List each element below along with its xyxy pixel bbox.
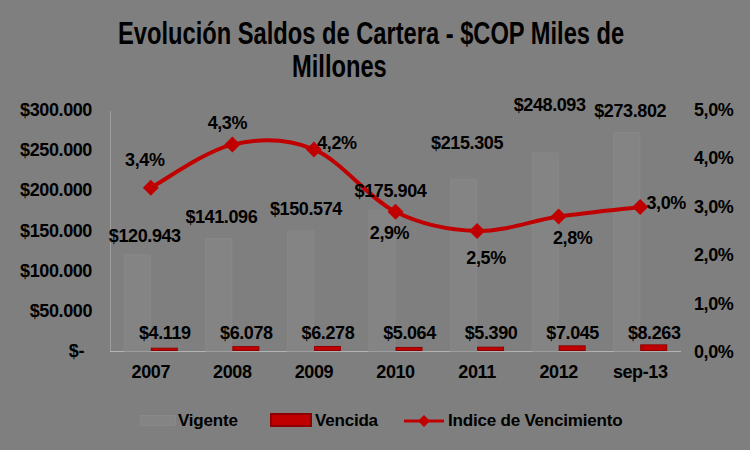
legend-label-vigente: Vigente (178, 412, 238, 430)
data-label-indice-2007: 3,4% (125, 150, 164, 170)
data-label-vigente-2010: $175.904 (355, 181, 427, 201)
data-label-vencida-2012: $7.045 (546, 323, 599, 343)
legend-swatch-vigente (140, 415, 176, 426)
right-axis-tick: 3,0% (694, 197, 733, 217)
category-label-2012: 2012 (539, 362, 577, 382)
left-axis-tick: $200.000 (20, 180, 92, 200)
left-axis-tick: $100.000 (20, 261, 92, 281)
data-label-indice-sep-13: 3,0% (646, 193, 685, 213)
chart-title-line1: Evolución Saldos de Cartera - $COP Miles… (118, 17, 624, 50)
legend-marker-indice (418, 415, 430, 427)
bar-vencida-2007 (151, 348, 177, 350)
bar-vencida-2011 (478, 347, 504, 350)
data-label-indice-2009: 4,2% (317, 133, 356, 153)
data-label-vigente-sep-13: $273.802 (594, 101, 666, 121)
data-label-vencida-2007: $4.119 (139, 323, 191, 343)
data-label-vencida-2010: $5.064 (383, 323, 436, 343)
category-label-sep-13: sep-13 (613, 362, 668, 382)
category-label-2009: 2009 (295, 362, 333, 382)
data-label-vigente-2007: $120.943 (109, 226, 181, 246)
legend-label-vencida: Vencida (315, 412, 378, 430)
left-axis-tick: $50.000 (30, 301, 92, 321)
data-label-indice-2008: 4,3% (208, 113, 247, 133)
data-label-vencida-2009: $6.278 (302, 323, 355, 343)
right-axis-tick: 5,0% (694, 100, 733, 120)
left-axis-tick: $150.000 (20, 221, 92, 241)
left-axis-tick: $300.000 (20, 100, 92, 120)
category-label-2010: 2010 (376, 362, 414, 382)
chart: Evolución Saldos de Cartera - $COP Miles… (0, 0, 750, 450)
chart-title-line2: Millones (292, 50, 387, 83)
legend-label-indice: Indice de Vencimiento (448, 412, 622, 430)
right-axis-tick: 1,0% (694, 294, 733, 314)
category-label-2007: 2007 (132, 362, 170, 382)
left-axis-tick: $- (69, 341, 84, 361)
category-label-2011: 2011 (458, 362, 495, 382)
bar-vencida-2009 (314, 346, 340, 350)
bar-vigente-sep-13 (614, 132, 640, 351)
data-label-vigente-2012: $248.093 (514, 95, 586, 115)
bar-vigente-2012 (532, 153, 558, 351)
legend-swatch-vencida (270, 413, 312, 427)
bar-vencida-sep-13 (641, 345, 667, 351)
data-label-vencida-2011: $5.390 (465, 323, 518, 343)
right-axis-tick: 0,0% (694, 342, 733, 362)
right-axis-tick: 4,0% (694, 148, 733, 168)
data-label-indice-2011: 2,5% (466, 248, 505, 268)
bar-vencida-2010 (396, 347, 422, 350)
data-label-indice-2012: 2,8% (553, 228, 592, 248)
marker-diamond-2008 (224, 137, 240, 153)
bar-vencida-2008 (233, 347, 259, 351)
data-label-vencida-2008: $6.078 (220, 323, 273, 343)
data-label-vigente-2008: $141.096 (185, 207, 257, 227)
data-label-indice-2010: 2,9% (370, 223, 409, 243)
data-label-vigente-2009: $150.574 (270, 199, 342, 219)
category-label-2008: 2008 (213, 362, 251, 382)
right-axis-tick: 2,0% (694, 245, 733, 265)
bar-vencida-2012 (559, 346, 585, 351)
data-label-vencida-sep-13: $8.263 (628, 323, 681, 343)
left-axis-tick: $250.000 (20, 140, 92, 160)
data-label-vigente-2011: $215.305 (431, 133, 503, 153)
